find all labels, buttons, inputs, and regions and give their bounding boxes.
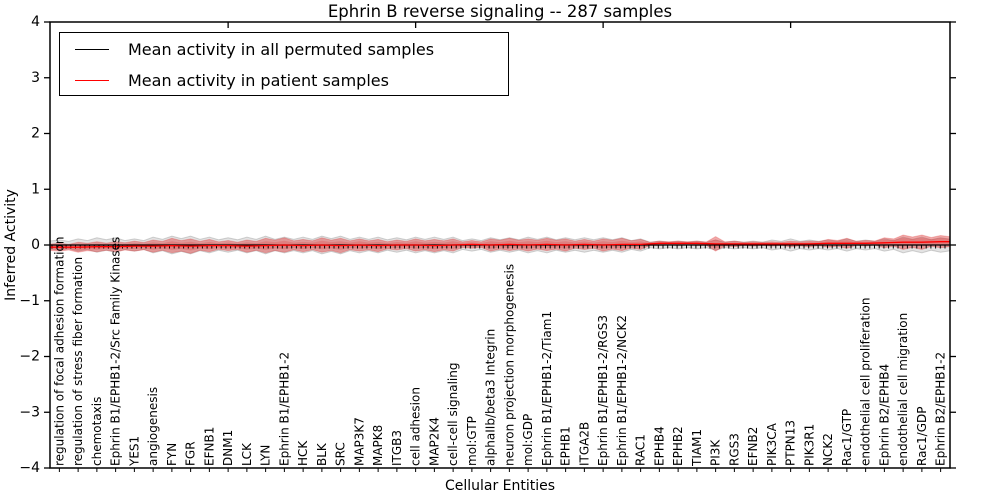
chart-title: Ephrin B reverse signaling -- 287 sample… xyxy=(327,2,673,21)
red-line-swatch xyxy=(75,80,109,81)
category-tick-label: RGS3 xyxy=(727,433,741,466)
category-tick-label: endothelial cell proliferation xyxy=(859,298,873,466)
category-tick-label: EPHB2 xyxy=(671,426,685,466)
category-tick-label: neuron projection morphogenesis xyxy=(502,264,516,466)
category-tick-label: ITGA2B xyxy=(577,422,591,466)
category-tick-label: Ephrin B2/EPHB1-2 xyxy=(934,352,948,466)
category-tick-label: endothelial cell migration xyxy=(896,313,910,466)
category-tick-label: EFNB1 xyxy=(202,427,216,466)
category-tick-label: MAP2K4 xyxy=(427,417,441,466)
category-tick-label: TIAM1 xyxy=(690,429,704,467)
y-tick-label: −3 xyxy=(19,404,40,420)
category-tick-label: cell-cell signaling xyxy=(446,363,460,467)
category-tick-label: PI3K xyxy=(709,439,723,466)
category-tick-label: EPHB1 xyxy=(559,426,573,466)
category-tick-label: mol:GDP xyxy=(521,414,535,466)
y-tick-label: 4 xyxy=(31,14,40,30)
category-tick-label: YES1 xyxy=(127,436,141,467)
category-tick-label: PTPN13 xyxy=(784,420,798,466)
category-tick-label: cell adhesion xyxy=(409,387,423,466)
category-tick-label: PIK3R1 xyxy=(802,424,816,466)
x-axis-label: Cellular Entities xyxy=(444,478,556,494)
legend-entry-permuted: Mean activity in all permuted samples xyxy=(60,34,508,65)
category-tick-label: MAPK8 xyxy=(371,425,385,466)
y-tick-label: 1 xyxy=(31,181,40,197)
category-tick-label: Ephrin B1/EPHB1-2 xyxy=(277,352,291,466)
patient-mean-line xyxy=(50,241,950,248)
category-tick-label: Ephrin B1/EPHB1-2/Tiam1 xyxy=(540,311,554,466)
category-tick-label: LYN xyxy=(259,445,273,466)
category-tick-label: LCK xyxy=(240,442,254,466)
y-axis-label: Inferred Activity xyxy=(3,189,19,301)
category-tick-label: Rac1/GDP xyxy=(915,407,929,466)
category-tick-label: SRC xyxy=(334,442,348,466)
category-tick-label: BLK xyxy=(315,442,329,466)
category-tick-label: FGR xyxy=(184,441,198,466)
category-tick-label: FYN xyxy=(165,443,179,466)
category-tick-label: MAP3K7 xyxy=(352,417,366,466)
black-line-swatch xyxy=(75,49,109,50)
category-tick-label: Ephrin B1/EPHB1-2/Src Family Kinases xyxy=(109,237,123,466)
category-tick-label: RAC1 xyxy=(634,434,648,466)
category-tick-label: EPHB4 xyxy=(652,426,666,466)
category-tick-label: Ephrin B2/EPHB4 xyxy=(877,364,891,466)
category-tick-label: NCK2 xyxy=(821,433,835,466)
legend: Mean activity in all permuted samples Me… xyxy=(59,32,509,96)
y-tick-label: 3 xyxy=(31,70,40,86)
y-tick-label: −4 xyxy=(19,460,40,476)
category-tick-label: ITGB3 xyxy=(390,430,404,466)
category-tick-label: regulation of focal adhesion formation xyxy=(52,237,66,466)
category-tick-label: mol:GTP xyxy=(465,416,479,466)
category-tick-label: angiogenesis xyxy=(146,387,160,466)
category-tick-label: Ephrin B1/EPHB1-2/RGS3 xyxy=(596,315,610,466)
category-tick-label: PIK3CA xyxy=(765,422,779,466)
category-tick-label: chemotaxis xyxy=(90,397,104,466)
category-tick-label: EFNB2 xyxy=(746,427,760,466)
y-tick-label: −2 xyxy=(19,349,40,365)
category-tick-label: HCK xyxy=(296,440,310,466)
legend-label-permuted: Mean activity in all permuted samples xyxy=(128,40,435,59)
y-tick-label: 0 xyxy=(31,237,40,253)
category-tick-label: regulation of stress fiber formation xyxy=(71,257,85,466)
category-tick-label: DNM1 xyxy=(221,430,235,466)
y-tick-label: −1 xyxy=(19,293,40,309)
legend-entry-patient: Mean activity in patient samples xyxy=(60,65,508,96)
category-tick-label: alphaIIb/beta3 Integrin xyxy=(484,329,498,466)
category-tick-label: Rac1/GTP xyxy=(840,409,854,466)
y-tick-label: 2 xyxy=(31,126,40,142)
category-tick-label: Ephrin B1/EPHB1-2/NCK2 xyxy=(615,315,629,466)
legend-label-patient: Mean activity in patient samples xyxy=(128,71,389,90)
